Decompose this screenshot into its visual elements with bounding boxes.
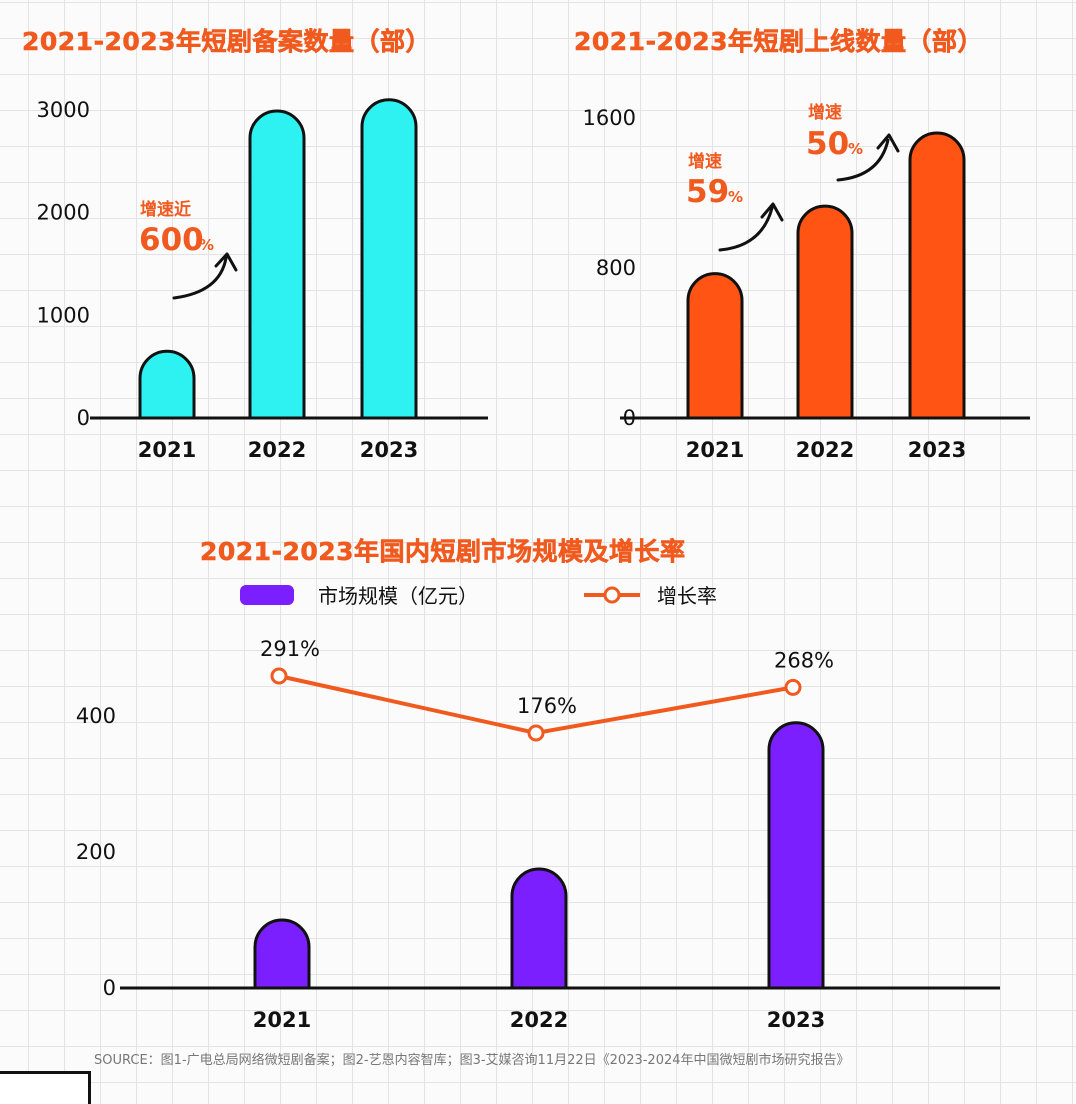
c3-rate-label-2022: 176% xyxy=(517,694,577,718)
c2-anno2-value: 50 xyxy=(806,126,849,162)
charts-canvas: 0 1000 2000 3000 2021 2022 2023 0 800 1600 2021 202… xyxy=(37,98,1030,1032)
c3-ytick-400: 400 xyxy=(76,704,116,728)
c3-ytick-0: 0 xyxy=(103,976,116,1000)
c2-bar-2023 xyxy=(908,131,966,420)
c2-anno1-unit: % xyxy=(728,188,743,206)
c2-xtick-2023: 2023 xyxy=(908,438,966,462)
c2-anno2-arrow-line xyxy=(836,138,890,182)
c3-rate-point-2021 xyxy=(270,667,288,685)
c2-xtick-2022: 2022 xyxy=(796,438,854,462)
chart3-title: 2021-2023年国内短剧市场规模及增长率 xyxy=(200,537,686,567)
c1-anno-value: 600 xyxy=(139,222,204,258)
c2-anno1-label: 增速 xyxy=(688,151,722,172)
c1-xtick-2022: 2022 xyxy=(248,438,306,462)
c3-rate-label-2021: 291% xyxy=(260,637,320,661)
c1-anno-unit: % xyxy=(199,236,214,254)
c1-ytick-1000: 1000 xyxy=(37,303,90,327)
c3-xtick-2022: 2022 xyxy=(510,1008,568,1032)
c3-ytick-200: 200 xyxy=(76,840,116,864)
c1-ytick-3000: 3000 xyxy=(37,98,90,122)
legend-line-label: 增长率 xyxy=(657,584,717,608)
chart2-title: 2021-2023年短剧上线数量（部） xyxy=(574,27,984,57)
c2-bar-2022 xyxy=(796,204,854,420)
chart1-title: 2021-2023年短剧备案数量（部） xyxy=(22,27,432,57)
c1-xtick-2023: 2023 xyxy=(360,438,418,462)
c1-anno-arrow-head xyxy=(214,252,238,272)
c1-anno-arrow-line xyxy=(172,256,228,300)
c2-anno1-arrow-line xyxy=(718,206,774,252)
c3-bar-2021 xyxy=(253,918,311,990)
c1-bar-2022 xyxy=(248,109,306,420)
c1-bar-2021 xyxy=(138,349,196,420)
c2-anno2-arrow-head xyxy=(876,133,900,153)
c1-bar-2023 xyxy=(360,98,418,420)
c1-ytick-2000: 2000 xyxy=(37,201,90,225)
c2-xtick-2021: 2021 xyxy=(686,438,744,462)
c2-anno2-label: 增速 xyxy=(808,102,842,123)
c2-bar-2021 xyxy=(686,272,744,420)
legend-bar-label: 市场规模（亿元） xyxy=(318,584,478,608)
corner-box xyxy=(0,1071,91,1104)
c3-rate-point-2023 xyxy=(784,678,802,696)
c3-bar-2023 xyxy=(767,721,825,990)
c3-rate-label-2023: 268% xyxy=(774,648,834,672)
legend-bar-swatch xyxy=(240,585,294,605)
c2-ytick-800: 800 xyxy=(596,256,636,280)
c3-xtick-2021: 2021 xyxy=(253,1008,311,1032)
source-note: SOURCE：图1-广电总局网络微短剧备案；图2-艺恩内容智库；图3-艾媒咨询1… xyxy=(94,1053,850,1068)
c3-bar-2022 xyxy=(510,867,568,990)
c1-anno-label: 增速近 xyxy=(140,199,191,220)
c1-ytick-0: 0 xyxy=(77,406,90,430)
c3-rate-point-2022 xyxy=(527,724,545,742)
c1-xtick-2021: 2021 xyxy=(138,438,196,462)
c2-ytick-1600: 1600 xyxy=(583,106,636,130)
c2-anno2-unit: % xyxy=(848,140,863,158)
c2-anno1-arrow-head xyxy=(760,202,784,222)
c2-anno1-value: 59 xyxy=(686,174,729,210)
c3-xtick-2023: 2023 xyxy=(767,1008,825,1032)
legend-line-marker xyxy=(603,586,621,604)
